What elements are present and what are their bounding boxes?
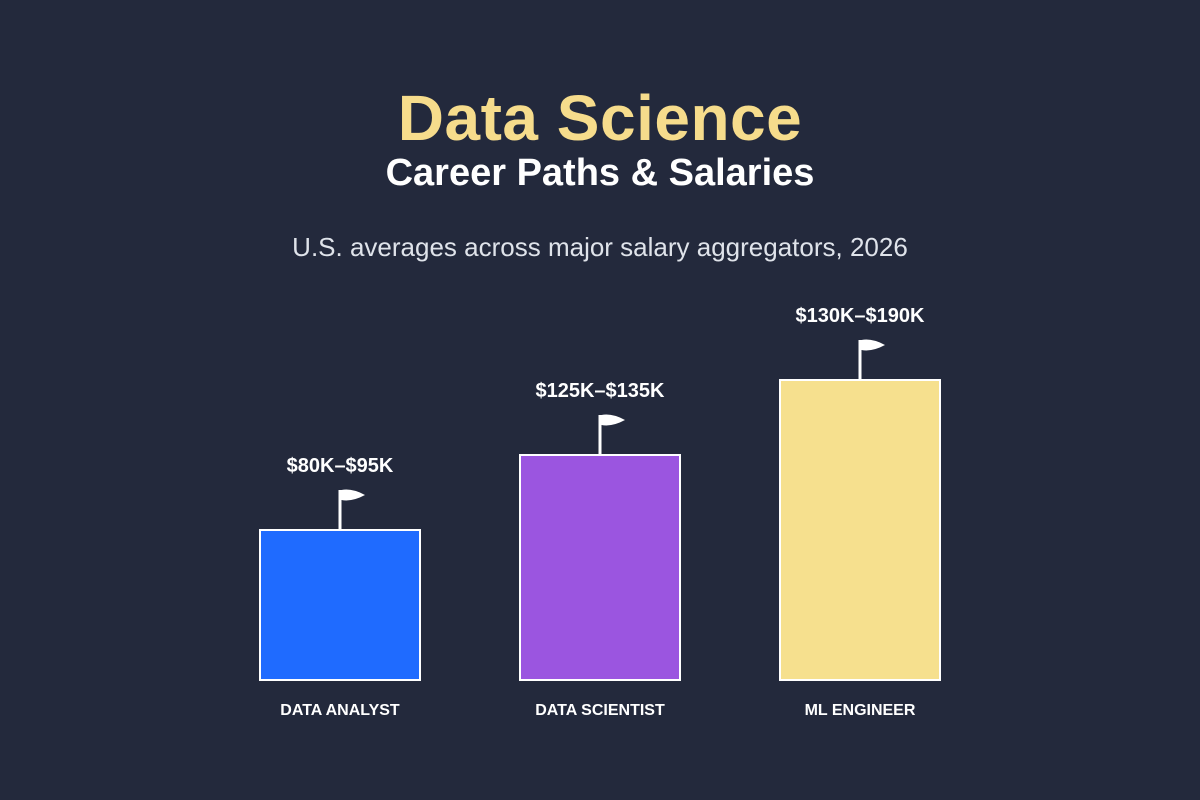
value-label: $125K–$135K bbox=[536, 380, 666, 402]
flag-icon bbox=[338, 489, 365, 530]
bar-data-analyst bbox=[259, 529, 421, 681]
flag-pennant bbox=[341, 489, 365, 501]
bar-ml-engineer bbox=[779, 379, 941, 681]
bar-data-scientist bbox=[519, 454, 681, 681]
value-label: $80K–$95K bbox=[287, 455, 394, 477]
category-label: ML ENGINEER bbox=[805, 702, 916, 719]
chart-caption: U.S. averages across major salary aggreg… bbox=[292, 232, 908, 262]
category-label: DATA SCIENTIST bbox=[535, 702, 665, 719]
flag-icon bbox=[858, 339, 885, 380]
flag-pennant bbox=[601, 414, 625, 426]
chart-title: Data Science bbox=[397, 82, 803, 154]
category-label: DATA ANALYST bbox=[280, 702, 400, 719]
flag-pennant bbox=[861, 339, 885, 351]
flag-icon bbox=[598, 414, 625, 455]
value-label: $130K–$190K bbox=[796, 305, 926, 327]
chart-subtitle: Career Paths & Salaries bbox=[385, 152, 815, 194]
